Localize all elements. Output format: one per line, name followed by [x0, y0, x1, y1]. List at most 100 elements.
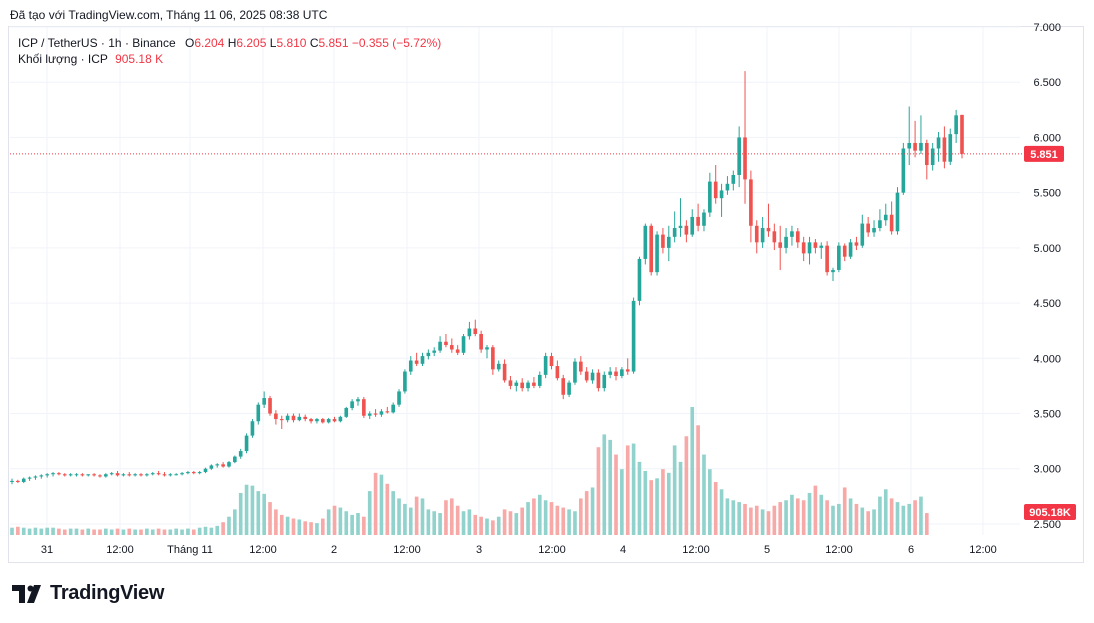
candle[interactable]	[743, 71, 747, 204]
candle[interactable]	[625, 358, 630, 375]
candle[interactable]	[45, 473, 50, 478]
candle[interactable]	[948, 128, 953, 166]
candle[interactable]	[790, 225, 794, 246]
candle[interactable]	[678, 198, 683, 237]
candle[interactable]	[51, 472, 55, 477]
candle[interactable]	[350, 399, 354, 411]
candle[interactable]	[397, 389, 401, 407]
candle[interactable]	[831, 267, 835, 281]
candle[interactable]	[784, 227, 788, 254]
candle[interactable]	[309, 417, 313, 424]
candle[interactable]	[262, 391, 266, 408]
candle[interactable]	[872, 220, 876, 237]
candle[interactable]	[215, 463, 220, 468]
candle[interactable]	[614, 367, 618, 381]
candle[interactable]	[719, 183, 724, 217]
candle[interactable]	[907, 106, 912, 166]
candle[interactable]	[33, 475, 38, 480]
candle[interactable]	[485, 345, 489, 359]
candle[interactable]	[467, 321, 472, 340]
candle[interactable]	[39, 474, 44, 479]
candle[interactable]	[156, 470, 161, 476]
candle[interactable]	[449, 338, 454, 353]
candle[interactable]	[109, 472, 114, 476]
ohlc-row[interactable]: ICP / TetherUS · 1h · Binance O6.204 H6.…	[18, 35, 441, 51]
candle[interactable]	[567, 380, 571, 397]
candle[interactable]	[373, 409, 378, 417]
candle[interactable]	[842, 243, 847, 262]
candle[interactable]	[825, 241, 829, 276]
candle[interactable]	[643, 223, 648, 265]
candle[interactable]	[866, 216, 870, 237]
candle[interactable]	[620, 367, 624, 379]
candle[interactable]	[250, 419, 255, 438]
candle[interactable]	[227, 461, 231, 468]
candle[interactable]	[532, 377, 536, 389]
candle[interactable]	[174, 473, 179, 476]
candle[interactable]	[702, 209, 706, 232]
candle[interactable]	[819, 242, 824, 259]
candle[interactable]	[543, 352, 548, 379]
candle[interactable]	[960, 114, 964, 159]
candle[interactable]	[16, 479, 20, 484]
candle[interactable]	[121, 473, 126, 477]
candle[interactable]	[602, 371, 607, 392]
candle[interactable]	[438, 336, 442, 353]
candle[interactable]	[549, 352, 554, 370]
candle[interactable]	[444, 334, 448, 348]
candle[interactable]	[514, 380, 519, 392]
candle[interactable]	[379, 409, 384, 417]
candle[interactable]	[274, 410, 278, 425]
candle[interactable]	[649, 223, 654, 276]
candle[interactable]	[573, 358, 577, 385]
candle[interactable]	[795, 227, 800, 248]
candle[interactable]	[320, 417, 325, 424]
candle[interactable]	[115, 470, 120, 477]
candle[interactable]	[690, 209, 695, 237]
candle[interactable]	[74, 473, 79, 477]
candle[interactable]	[954, 109, 958, 143]
candle[interactable]	[473, 319, 478, 337]
candle[interactable]	[579, 356, 583, 375]
candle[interactable]	[672, 211, 677, 243]
tradingview-logo[interactable]: TradingView	[12, 582, 164, 605]
candle[interactable]	[754, 220, 759, 254]
candle[interactable]	[913, 120, 917, 158]
candle[interactable]	[279, 415, 284, 429]
candle[interactable]	[127, 472, 132, 477]
candle[interactable]	[426, 349, 431, 360]
candle[interactable]	[496, 360, 501, 372]
candle[interactable]	[491, 345, 495, 375]
candle[interactable]	[326, 417, 331, 424]
candle[interactable]	[408, 356, 413, 375]
candle[interactable]	[344, 406, 349, 418]
candle[interactable]	[461, 334, 466, 355]
candle[interactable]	[367, 411, 372, 420]
candle[interactable]	[901, 142, 906, 195]
candle[interactable]	[637, 256, 642, 306]
candle[interactable]	[520, 378, 525, 392]
candle[interactable]	[285, 413, 290, 423]
candle[interactable]	[209, 464, 214, 470]
candle[interactable]	[291, 413, 296, 423]
candle[interactable]	[150, 472, 155, 476]
candle[interactable]	[919, 115, 923, 154]
candle[interactable]	[391, 402, 395, 414]
candle[interactable]	[631, 297, 636, 374]
candle[interactable]	[268, 395, 272, 416]
candle[interactable]	[420, 352, 425, 367]
candle[interactable]	[315, 417, 319, 424]
candle[interactable]	[661, 227, 665, 254]
candle[interactable]	[86, 474, 91, 477]
candle[interactable]	[508, 375, 513, 390]
candle[interactable]	[338, 415, 343, 423]
candle[interactable]	[145, 473, 149, 477]
candle[interactable]	[930, 142, 935, 171]
candle[interactable]	[303, 414, 308, 422]
volume-row[interactable]: Khối lượng · ICP 905.18 K	[18, 51, 441, 67]
candle[interactable]	[80, 473, 85, 477]
candle[interactable]	[68, 473, 73, 477]
candle[interactable]	[244, 433, 249, 454]
candle[interactable]	[760, 216, 765, 248]
